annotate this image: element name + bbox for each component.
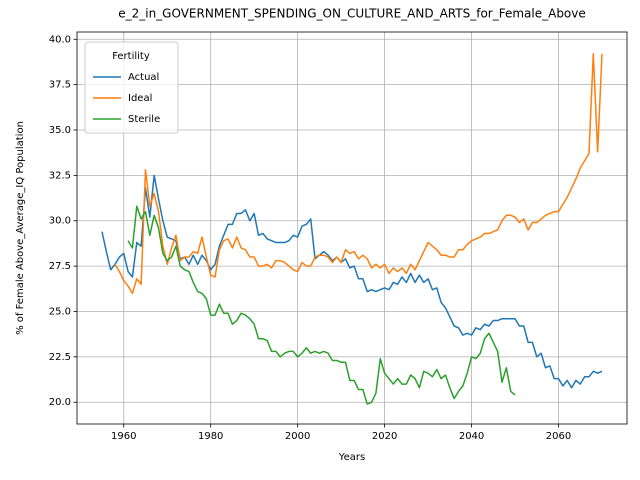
y-tick-label: 22.5 (49, 352, 71, 363)
series-line (114, 53, 603, 295)
legend-label: Actual (128, 72, 159, 83)
plot-frame (76, 31, 628, 425)
ticks: 1960 1980 2000 2020 2040 2060 20.0 22.5 25.0 27.5… (49, 34, 572, 442)
x-tick-label: 1960 (111, 431, 136, 442)
y-tick-label: 40.0 (49, 34, 71, 45)
y-tick-label: 25.0 (49, 306, 71, 317)
y-tick-label: 20.0 (49, 397, 71, 408)
lines (101, 53, 603, 405)
legend-label: Ideal (128, 93, 152, 104)
legend-box (84, 41, 179, 134)
x-tick-label: 2000 (285, 431, 310, 442)
series-line (101, 174, 603, 389)
y-axis-label: % of Female Above_Average_IQ Population (15, 121, 26, 335)
legend-title: Fertility (112, 51, 150, 62)
grid (77, 32, 627, 424)
chart-title: e_2_in_GOVERNMENT_SPENDING_ON_CULTURE_AN… (118, 7, 586, 21)
x-tick-label: 1980 (198, 431, 223, 442)
series-line (127, 205, 516, 405)
y-tick-label: 27.5 (49, 261, 71, 272)
y-tick-label: 30.0 (49, 216, 71, 227)
legend: Fertility Actual Ideal Sterile (84, 41, 179, 134)
y-tick-label: 35.0 (49, 125, 71, 136)
x-tick-label: 2040 (459, 431, 484, 442)
x-axis-label: Years (338, 452, 365, 463)
x-tick-label: 2020 (372, 431, 397, 442)
y-tick-label: 32.5 (49, 170, 71, 181)
legend-label: Sterile (128, 114, 160, 125)
y-tick-label: 37.5 (49, 80, 71, 91)
x-tick-label: 2060 (546, 431, 571, 442)
